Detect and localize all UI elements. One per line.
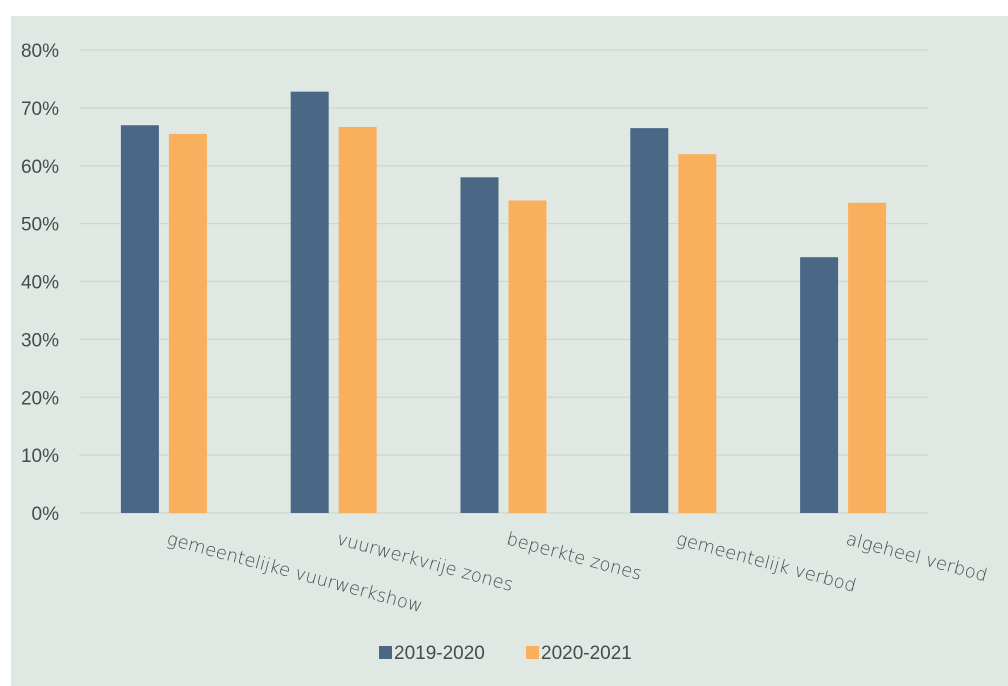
- y-tick-label: 80%: [21, 41, 59, 62]
- bar-2: [168, 133, 207, 513]
- x-category-label: algeheel verbod: [844, 529, 990, 587]
- gridlines: [79, 49, 928, 514]
- x-category-label: gemeentelijk verbod: [674, 529, 858, 597]
- y-tick-label: 70%: [21, 99, 59, 120]
- bar-1: [460, 177, 499, 513]
- bar-chart: 0% 10% 20% 30% 40% 50% 60% 70% 80% gemeentelijke…: [21, 41, 990, 664]
- bar-2: [508, 200, 547, 513]
- bar-2: [848, 202, 887, 514]
- y-tick-label: 20%: [21, 388, 59, 409]
- bars: [120, 91, 887, 514]
- x-category-label: beperkte zones: [504, 529, 644, 585]
- bar-2: [338, 126, 377, 513]
- y-tick-label: 40%: [21, 273, 59, 294]
- y-tick-label: 10%: [21, 446, 59, 467]
- legend-label: 2020-2021: [541, 643, 632, 664]
- bar-1: [800, 257, 839, 513]
- bar-1: [290, 91, 329, 514]
- legend-swatch: [379, 646, 392, 659]
- y-tick-label: 60%: [21, 157, 59, 178]
- x-axis-labels: gemeentelijke vuurwerkshowvuurwerkvrije …: [165, 529, 990, 618]
- legend-label: 2019-2020: [394, 643, 485, 664]
- y-axis-ticks: 0% 10% 20% 30% 40% 50% 60% 70% 80%: [21, 41, 59, 525]
- y-tick-label: 50%: [21, 215, 59, 236]
- legend-swatch: [526, 646, 539, 659]
- bar-1: [630, 128, 669, 513]
- bar-1: [120, 125, 159, 514]
- y-tick-label: 0%: [32, 504, 60, 525]
- bar-2: [678, 154, 717, 514]
- y-tick-label: 30%: [21, 330, 59, 351]
- legend: 2019-2020 2020-2021: [379, 643, 632, 664]
- chart-area: 0% 10% 20% 30% 40% 50% 60% 70% 80% gemeentelijke…: [11, 16, 1008, 686]
